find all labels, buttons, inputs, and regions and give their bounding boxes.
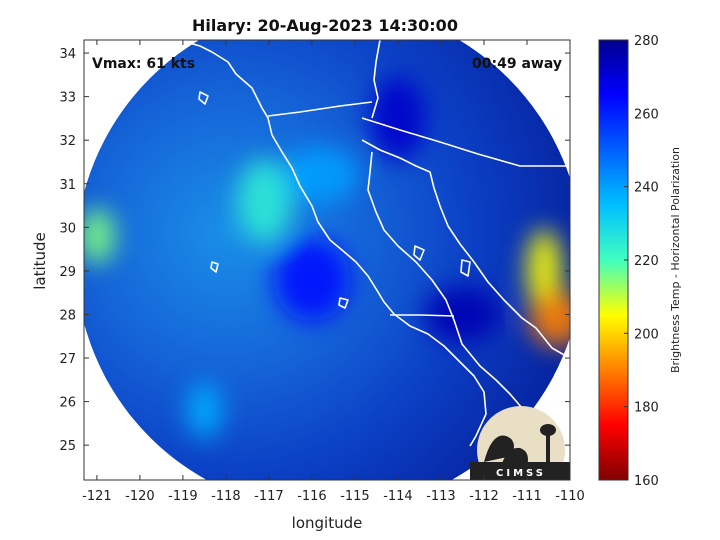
- colorbar-tick-label: 280: [634, 34, 659, 49]
- x-tick-label: -121: [82, 489, 112, 504]
- time-away-annotation: 00:49 away: [472, 56, 562, 72]
- plot-frame: [83, 39, 571, 481]
- vmax-annotation: Vmax: 61 kts: [92, 56, 195, 72]
- y-axis-ticks: 25 26 27 28 29 30 31 32 33 34: [59, 47, 570, 454]
- x-tick-label: -112: [469, 489, 499, 504]
- x-tick-label: -120: [125, 489, 155, 504]
- y-tick-label: 30: [59, 221, 76, 236]
- y-tick-label: 25: [59, 439, 76, 454]
- island-5: [198, 91, 209, 105]
- colorbar-scale: [598, 39, 629, 481]
- island-1: [210, 261, 219, 273]
- y-tick-label: 31: [59, 178, 76, 193]
- brightness-feature: [282, 147, 359, 204]
- gulf-east-shore: [361, 139, 567, 357]
- y-tick-label: 34: [59, 47, 76, 62]
- border-baja: [390, 314, 455, 317]
- y-tick-label: 26: [59, 396, 76, 411]
- logo-text: CIMSS: [496, 468, 546, 479]
- colorbar-tick-label: 220: [634, 254, 659, 269]
- y-tick-label: 27: [59, 352, 76, 367]
- island-4: [460, 259, 471, 277]
- brightness-feature: [84, 208, 115, 265]
- gulf-west-shore: [367, 151, 523, 409]
- x-axis-label: longitude: [292, 514, 363, 532]
- x-tick-label: -115: [340, 489, 370, 504]
- brightness-feature: [236, 159, 293, 244]
- pacific-coastline: [211, 51, 487, 447]
- brightness-features: [84, 76, 570, 439]
- colorbar-tick-label: 260: [634, 107, 659, 122]
- x-tick-label: -119: [168, 489, 198, 504]
- x-axis-ticks: -121 -120 -119 -118 -117 -116 -115 -114 -113 -112…: [82, 40, 585, 504]
- colorbar-tick-label: 180: [634, 401, 659, 416]
- border-us-mexico: [267, 101, 373, 117]
- y-tick-label: 33: [59, 91, 76, 106]
- colorbar-label: Brightness Temp - Horizontal Polarizatio…: [669, 147, 682, 373]
- logo-tower: [546, 432, 550, 464]
- y-axis-label: latitude: [31, 232, 49, 290]
- brightness-feature: [273, 237, 350, 322]
- x-tick-label: -110: [555, 489, 585, 504]
- logo-disc: [477, 406, 565, 480]
- x-tick-label: -116: [297, 489, 327, 504]
- logo-tower-top: [540, 424, 556, 436]
- y-tick-label: 28: [59, 308, 76, 323]
- brightness-feature: [424, 286, 501, 343]
- island-2: [338, 297, 349, 309]
- x-tick-label: -117: [254, 489, 284, 504]
- colorbar-ticks: 160 180 200 220 240 260 280: [624, 34, 659, 489]
- colorbar: 160 180 200 220 240 260 280 Brightness Temp - …: [598, 34, 682, 489]
- colorbar-tick-label: 240: [634, 181, 659, 196]
- colorado-river: [371, 40, 381, 119]
- brightness-feature: [529, 290, 570, 347]
- brightness-feature: [369, 76, 426, 161]
- coastline-overlay: [169, 40, 570, 447]
- chart-title: Hilary: 20-Aug-2023 14:30:00: [192, 16, 458, 35]
- border-sonora: [361, 117, 570, 167]
- x-tick-label: -114: [383, 489, 413, 504]
- colorbar-tick-label: 160: [634, 474, 659, 489]
- mainland-coast-north: [169, 40, 213, 53]
- colorbar-tick-label: 200: [634, 327, 659, 342]
- cimss-logo: CIMSS: [470, 406, 570, 480]
- brightness-feature: [186, 382, 223, 439]
- y-tick-label: 32: [59, 134, 76, 149]
- island-3: [413, 245, 425, 261]
- x-tick-label: -113: [426, 489, 456, 504]
- x-tick-label: -111: [512, 489, 542, 504]
- x-tick-label: -118: [211, 489, 241, 504]
- y-tick-label: 29: [59, 265, 76, 280]
- logo-bar: [470, 462, 570, 480]
- plot-area: CIMSS -121 -120 -119 -118 -117 -116 -115 -114 -1…: [59, 39, 585, 504]
